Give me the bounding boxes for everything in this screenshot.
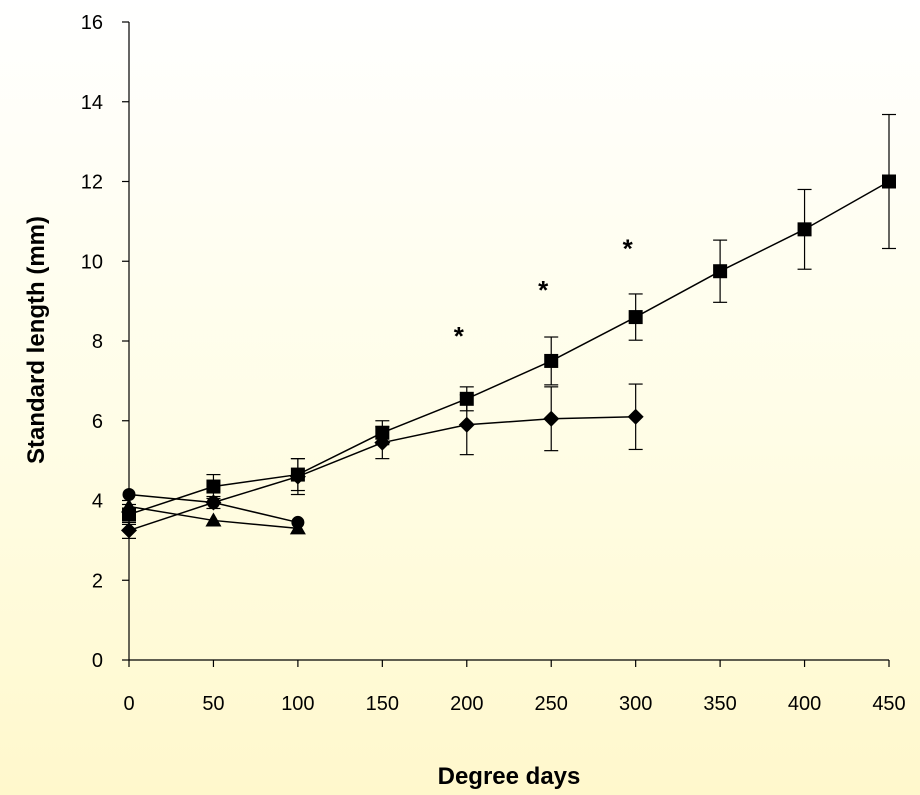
y-tick-label: 8 — [92, 331, 103, 353]
series-square — [122, 113, 896, 526]
data-point-square — [882, 174, 896, 189]
data-point-diamond — [627, 408, 644, 425]
series-group — [121, 113, 896, 539]
data-point-square — [713, 264, 728, 279]
y-tick-label: 10 — [81, 251, 103, 273]
data-point-diamond — [374, 434, 391, 451]
x-tick-label: 0 — [123, 693, 134, 715]
x-tick-label: 450 — [872, 693, 905, 715]
significance-asterisk: * — [623, 233, 634, 263]
data-point-diamond — [543, 410, 560, 427]
data-point-triangle — [289, 520, 306, 535]
x-tick-label: 400 — [788, 693, 821, 715]
x-axis-title: Degree days — [438, 763, 581, 790]
data-point-square — [206, 479, 221, 494]
data-point-square — [628, 310, 643, 325]
axes: 0 2 4 6 8 10 12 14 16 0 50 100 150 200 250 300 350 400 450 — [81, 12, 906, 715]
data-point-triangle — [121, 498, 137, 513]
series-line — [128, 180, 890, 516]
x-tick-label: 100 — [281, 693, 314, 715]
data-point-triangle — [205, 512, 222, 527]
data-point-square — [797, 222, 812, 237]
y-tick-label: 0 — [92, 650, 103, 672]
y-tick-label: 12 — [81, 172, 103, 194]
data-point-circle — [122, 488, 136, 502]
x-tick-label: 350 — [703, 693, 736, 715]
x-tick-label: 200 — [450, 693, 483, 715]
y-tick-label: 2 — [92, 570, 103, 592]
y-tick-label: 14 — [81, 92, 103, 114]
y-tick-label: 4 — [92, 491, 103, 513]
y-tick-label: 6 — [92, 411, 103, 433]
x-tick-label: 150 — [366, 693, 399, 715]
data-point-diamond — [289, 468, 306, 485]
x-tick-label: 50 — [202, 693, 224, 715]
x-tick-label: 300 — [619, 693, 652, 715]
y-axis-title: Standard length (mm) — [23, 216, 50, 464]
series-diamond — [121, 383, 644, 539]
data-point-diamond — [458, 416, 475, 433]
data-point-diamond — [121, 522, 137, 539]
x-tick-label: 250 — [535, 693, 568, 715]
significance-asterisk: * — [454, 321, 465, 351]
significance-asterisk: * — [538, 275, 549, 305]
annotations: * * * — [454, 233, 634, 351]
data-point-square — [544, 353, 559, 368]
y-tick-label: 16 — [81, 12, 103, 34]
data-point-circle — [206, 495, 220, 509]
series-circle — [122, 488, 305, 529]
series-triangle — [121, 498, 306, 535]
